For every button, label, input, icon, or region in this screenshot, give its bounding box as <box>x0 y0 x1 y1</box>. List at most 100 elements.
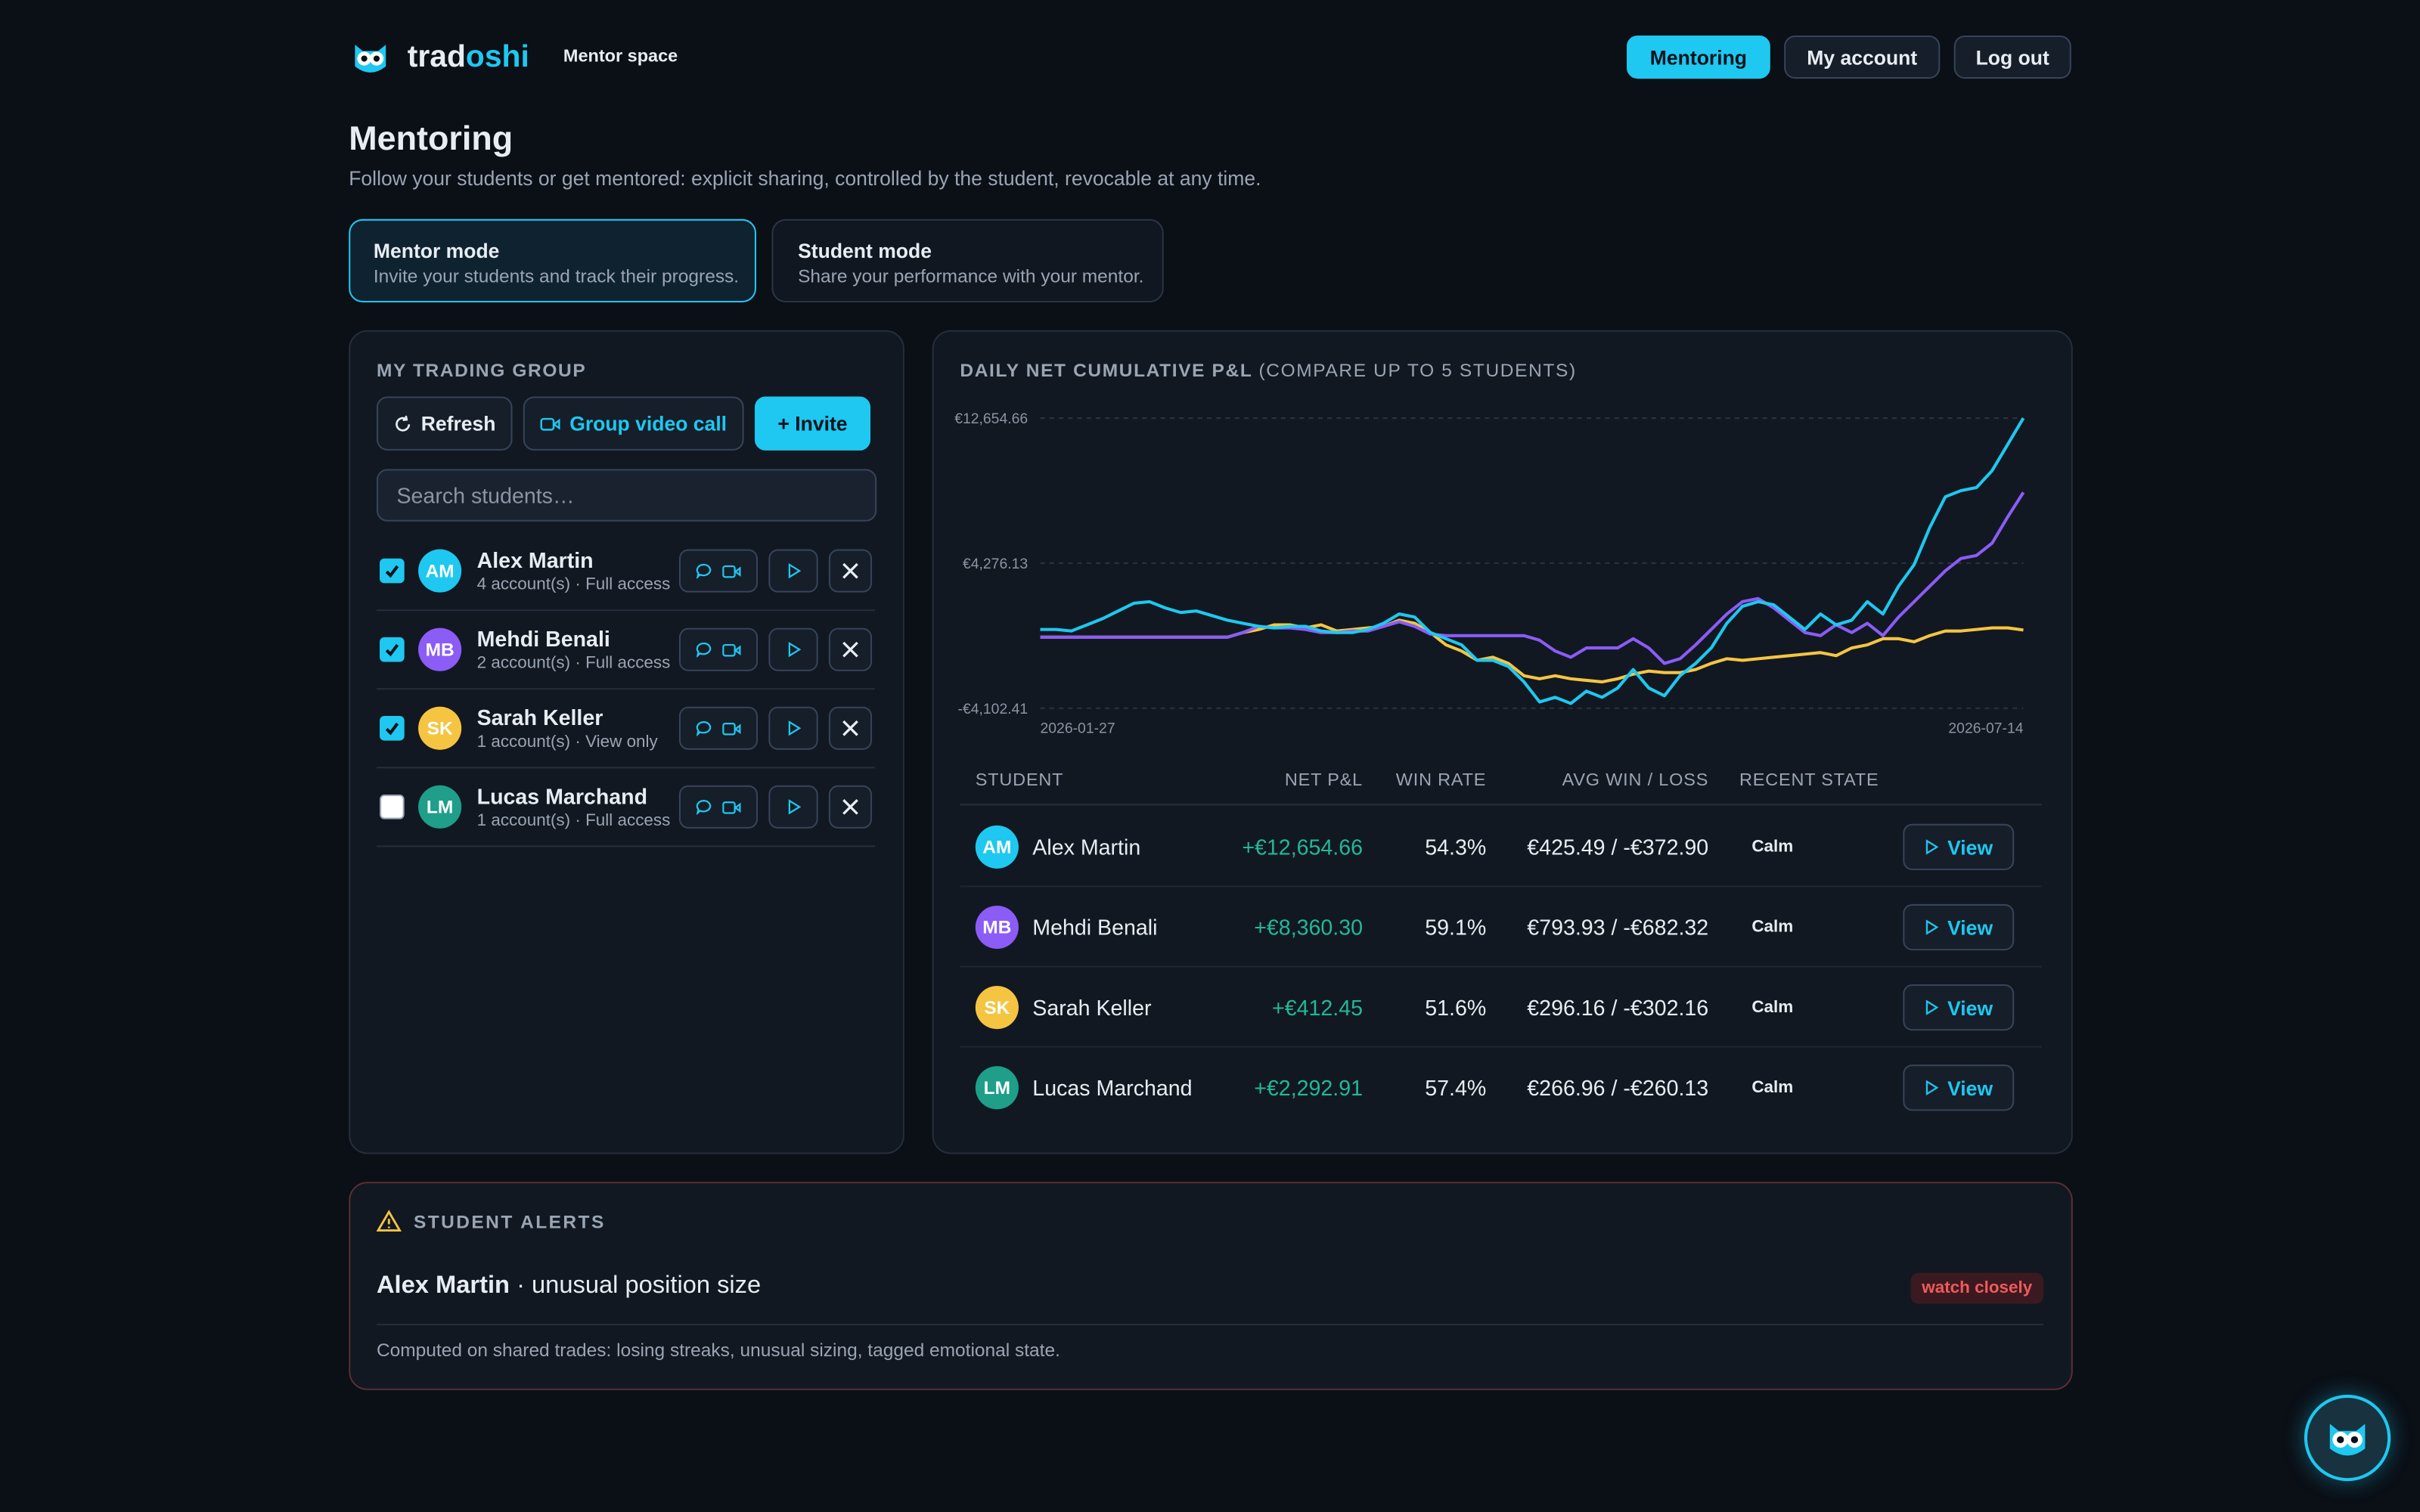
checkbox[interactable] <box>380 715 405 741</box>
student-name: Sarah Keller <box>476 705 603 730</box>
remove-button[interactable] <box>828 549 873 593</box>
student-name: Lucas Marchand <box>476 783 648 809</box>
button-label: View <box>1947 835 1993 859</box>
chart-heading: DAILY NET CUMULATIVE P&L (COMPARE UP TO … <box>960 360 1576 382</box>
page-title: Mentoring <box>349 119 513 158</box>
view-button[interactable]: View <box>1903 1064 2015 1111</box>
view-button[interactable]: View <box>1903 823 2015 871</box>
mode-description: Invite your students and track their pro… <box>373 265 740 287</box>
contact-button[interactable] <box>678 706 759 750</box>
recent-state: Calm <box>1751 1078 1794 1098</box>
button-label: View <box>1947 916 1993 939</box>
column-header: STUDENT <box>975 771 1064 790</box>
chart-title: DAILY NET CUMULATIVE P&L <box>960 359 1253 382</box>
avg-win-loss: €425.49 / -€372.90 <box>1527 835 1709 860</box>
win-rate: 54.3% <box>1425 835 1487 860</box>
section-label: Mentor space <box>563 48 678 67</box>
net-pnl: +€12,654.66 <box>1242 835 1364 860</box>
student-meta: 1 account(s) · Full access <box>476 811 671 830</box>
button-label: Refresh <box>420 411 496 435</box>
video-button[interactable]: Group video call <box>523 396 744 451</box>
play-button[interactable] <box>768 549 818 593</box>
panel-title: MY TRADING GROUP <box>376 359 587 382</box>
play-button[interactable] <box>768 706 818 750</box>
checkbox[interactable] <box>380 795 405 820</box>
column-header: NET P&L <box>1284 771 1364 790</box>
icon <box>540 417 560 430</box>
net-pnl: +€8,360.30 <box>1254 915 1364 940</box>
divider <box>960 885 2042 888</box>
avatar: MB <box>975 905 1019 950</box>
checkbox[interactable] <box>380 637 405 662</box>
button-label: Group video call <box>569 411 728 435</box>
student-name: Lucas Marchand <box>1032 1075 1193 1101</box>
remove-button[interactable] <box>828 706 873 750</box>
nav-button[interactable]: My account <box>1784 35 1941 79</box>
recent-state: Calm <box>1751 918 1794 937</box>
student-meta: 2 account(s) · Full access <box>476 654 671 673</box>
logo <box>355 45 386 73</box>
assistant-icon <box>2329 1424 2366 1456</box>
divider <box>960 804 2042 806</box>
view-button[interactable]: View <box>1903 903 2015 951</box>
search-input[interactable]: Search students… <box>376 469 877 522</box>
avatar: MB <box>418 627 462 671</box>
mode-title: Mentor mode <box>373 239 500 262</box>
win-rate: 51.6% <box>1425 995 1487 1020</box>
remove-button[interactable] <box>828 627 873 671</box>
avatar: LM <box>418 785 462 829</box>
mode-description: Share your performance with your mentor. <box>798 265 1144 287</box>
refresh-button[interactable]: Refresh <box>376 396 513 451</box>
divider <box>960 1046 2042 1048</box>
nav-button[interactable]: Log out <box>1953 35 2071 79</box>
icon <box>395 414 410 431</box>
column-header: AVG WIN / LOSS <box>1562 771 1709 790</box>
contact-button[interactable] <box>678 627 759 671</box>
contact-button[interactable] <box>678 785 759 829</box>
student-name: Alex Martin <box>1032 835 1141 860</box>
view-button[interactable]: View <box>1903 984 2015 1031</box>
column-header: RECENT STATE <box>1739 771 1879 790</box>
avatar: AM <box>418 549 462 593</box>
net-pnl: +€2,292.91 <box>1254 1075 1364 1101</box>
recent-state: Calm <box>1751 838 1794 857</box>
alert-badge: watch closely <box>1910 1272 2044 1304</box>
avatar: SK <box>975 986 1019 1030</box>
chart-subtitle: (COMPARE UP TO 5 STUDENTS) <box>1258 359 1577 382</box>
mode-card[interactable]: Mentor mode Invite your students and tra… <box>349 218 756 302</box>
divider <box>376 688 876 690</box>
win-rate: 59.1% <box>1425 915 1487 940</box>
student-name: Alex Martin <box>476 547 594 573</box>
column-header: WIN RATE <box>1395 771 1487 790</box>
avg-win-loss: €266.96 / -€260.13 <box>1527 1075 1709 1101</box>
play-button[interactable] <box>768 785 818 829</box>
avatar: LM <box>975 1066 1019 1110</box>
student-name: Mehdi Benali <box>476 626 610 652</box>
divider <box>376 845 876 847</box>
assistant-button[interactable] <box>2304 1394 2391 1482</box>
nav-button[interactable]: Mentoring <box>1627 35 1770 79</box>
invite-button[interactable]: + Invite <box>754 396 871 451</box>
contact-button[interactable] <box>678 549 759 593</box>
recent-state: Calm <box>1751 998 1794 1017</box>
alert-text: · unusual position size <box>517 1272 762 1300</box>
mode-title: Student mode <box>798 239 932 262</box>
remove-button[interactable] <box>828 785 873 829</box>
checkbox[interactable] <box>380 558 405 584</box>
alerts-title: STUDENT ALERTS <box>413 1211 606 1233</box>
avatar: AM <box>975 825 1019 869</box>
page-subtitle: Follow your students or get mentored: ex… <box>349 166 1261 191</box>
button-label: View <box>1947 1076 1993 1100</box>
win-rate: 57.4% <box>1425 1075 1487 1101</box>
alert-line: Alex Martin · unusual position size <box>377 1273 761 1301</box>
play-button[interactable] <box>768 627 818 671</box>
divider <box>960 965 2042 968</box>
divider <box>376 1324 2044 1326</box>
brand-b: oshi <box>465 40 529 74</box>
mode-card[interactable]: Student mode Share your performance with… <box>771 218 1164 302</box>
warning-icon <box>376 1210 402 1232</box>
net-pnl: +€412.45 <box>1272 995 1364 1020</box>
student-meta: 4 account(s) · Full access <box>476 575 671 594</box>
chart-panel <box>932 330 2073 1154</box>
